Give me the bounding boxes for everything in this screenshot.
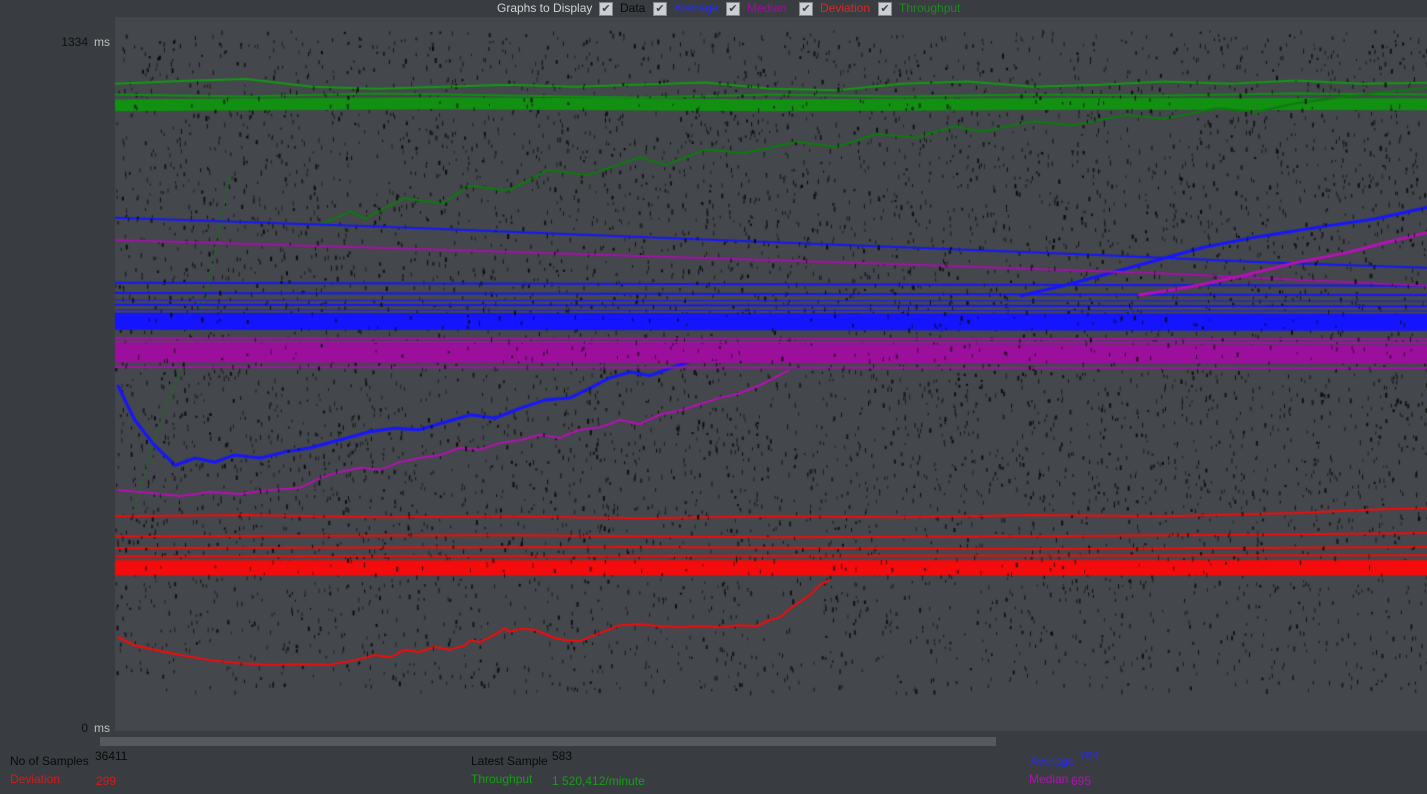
average-value: 764 — [1079, 749, 1100, 763]
median-checkbox-label[interactable]: Median — [747, 1, 787, 15]
median-checkbox[interactable] — [726, 2, 740, 16]
graphs-to-display-label: Graphs to Display — [497, 1, 593, 15]
y-axis-max-unit: ms — [94, 35, 110, 49]
latest-sample-value: 583 — [552, 749, 573, 763]
deviation-label: Deviation — [10, 772, 61, 786]
median-label: Median — [1029, 772, 1069, 786]
data-checkbox-label[interactable]: Data — [620, 1, 646, 15]
throughput-checkbox[interactable] — [878, 2, 892, 16]
average-checkbox[interactable] — [653, 2, 667, 16]
y-axis-max-label: 1334 — [61, 35, 88, 49]
horizontal-scrollbar-thumb[interactable] — [100, 737, 996, 746]
latest-sample-label: Latest Sample — [471, 754, 548, 768]
deviation-value: 299 — [96, 774, 117, 788]
deviation-checkbox[interactable] — [799, 2, 813, 16]
median-value: 695 — [1071, 774, 1092, 788]
data-checkbox[interactable] — [599, 2, 613, 16]
throughput-label: Throughput — [471, 772, 533, 786]
average-checkbox-label[interactable]: Average — [674, 1, 719, 15]
y-axis-min-label: 0 — [81, 721, 88, 735]
throughput-checkbox-label[interactable]: Throughput — [899, 1, 961, 15]
no-of-samples-label: No of Samples — [10, 754, 89, 768]
y-axis-min-unit: ms — [94, 721, 110, 735]
deviation-checkbox-label[interactable]: Deviation — [820, 1, 871, 15]
average-label: Average — [1030, 754, 1075, 768]
no-of-samples-value: 36411 — [95, 749, 128, 763]
throughput-value: 1 520,412/minute — [552, 774, 645, 788]
